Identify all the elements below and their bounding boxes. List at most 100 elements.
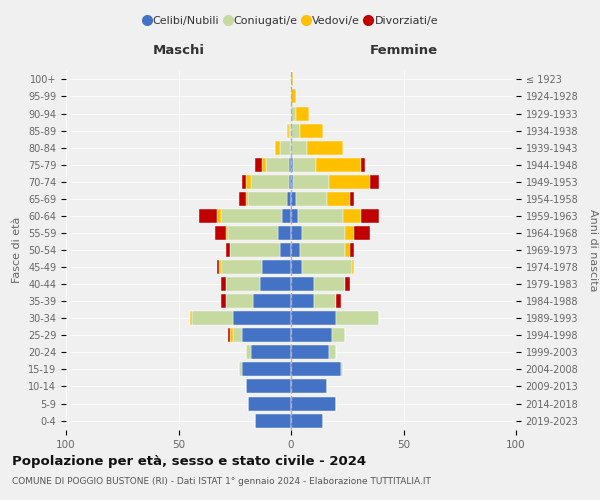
Bar	[221, 260, 262, 274]
Bar	[291, 380, 327, 394]
Bar	[291, 175, 293, 188]
Bar	[199, 209, 217, 223]
Bar	[307, 140, 343, 154]
Bar	[291, 90, 296, 104]
Bar	[192, 312, 233, 325]
Bar	[291, 312, 336, 325]
Bar	[345, 243, 349, 257]
Bar	[260, 277, 291, 291]
Bar	[262, 260, 291, 274]
Bar	[296, 106, 309, 120]
Bar	[331, 328, 345, 342]
Bar	[277, 226, 291, 240]
Bar	[302, 260, 352, 274]
Bar	[239, 192, 246, 206]
Bar	[248, 192, 287, 206]
Bar	[233, 328, 241, 342]
Bar	[241, 175, 246, 188]
Bar	[221, 209, 282, 223]
Bar	[233, 312, 291, 325]
Bar	[289, 124, 291, 138]
Bar	[251, 346, 291, 360]
Bar	[230, 243, 280, 257]
Bar	[291, 192, 296, 206]
Bar	[300, 124, 323, 138]
Bar	[370, 175, 379, 188]
Bar	[361, 209, 379, 223]
Bar	[221, 277, 226, 291]
Bar	[282, 209, 291, 223]
Text: Maschi: Maschi	[152, 44, 205, 57]
Bar	[291, 328, 331, 342]
Bar	[246, 380, 291, 394]
Bar	[341, 362, 343, 376]
Bar	[287, 124, 289, 138]
Bar	[329, 175, 370, 188]
Bar	[291, 396, 336, 410]
Bar	[289, 158, 291, 172]
Bar	[190, 312, 192, 325]
Bar	[327, 192, 349, 206]
Bar	[226, 277, 260, 291]
Bar	[291, 72, 293, 86]
Bar	[298, 209, 343, 223]
Bar	[215, 226, 226, 240]
Bar	[345, 277, 349, 291]
Bar	[217, 209, 221, 223]
Bar	[296, 192, 327, 206]
Bar	[291, 140, 307, 154]
Bar	[217, 260, 219, 274]
Bar	[361, 158, 365, 172]
Bar	[266, 158, 289, 172]
Bar	[293, 175, 329, 188]
Bar	[262, 158, 266, 172]
Bar	[293, 158, 316, 172]
Bar	[230, 328, 233, 342]
Bar	[336, 294, 341, 308]
Bar	[354, 226, 370, 240]
Bar	[291, 226, 302, 240]
Bar	[291, 277, 314, 291]
Bar	[291, 209, 298, 223]
Bar	[255, 414, 291, 428]
Bar	[221, 294, 226, 308]
Bar	[248, 396, 291, 410]
Bar	[291, 158, 293, 172]
Bar	[239, 362, 241, 376]
Bar	[246, 175, 251, 188]
Bar	[291, 362, 341, 376]
Bar	[287, 192, 291, 206]
Bar	[343, 209, 361, 223]
Bar	[349, 243, 354, 257]
Bar	[314, 294, 336, 308]
Bar	[226, 226, 228, 240]
Bar	[228, 226, 277, 240]
Legend: Celibi/Nubili, Coniugati/e, Vedovi/e, Divorziati/e: Celibi/Nubili, Coniugati/e, Vedovi/e, Di…	[139, 11, 443, 30]
Bar	[219, 260, 221, 274]
Bar	[241, 362, 291, 376]
Bar	[316, 158, 361, 172]
Bar	[253, 294, 291, 308]
Bar	[291, 106, 296, 120]
Bar	[246, 346, 251, 360]
Bar	[280, 243, 291, 257]
Y-axis label: Anni di nascita: Anni di nascita	[588, 209, 598, 291]
Bar	[246, 192, 248, 206]
Bar	[289, 175, 291, 188]
Text: Femmine: Femmine	[370, 44, 437, 57]
Bar	[226, 243, 230, 257]
Bar	[251, 175, 289, 188]
Text: COMUNE DI POGGIO BUSTONE (RI) - Dati ISTAT 1° gennaio 2024 - Elaborazione TUTTIT: COMUNE DI POGGIO BUSTONE (RI) - Dati IST…	[12, 478, 431, 486]
Bar	[336, 312, 379, 325]
Bar	[291, 346, 329, 360]
Bar	[329, 346, 336, 360]
Bar	[314, 277, 345, 291]
Bar	[302, 226, 345, 240]
Bar	[226, 294, 253, 308]
Bar	[291, 294, 314, 308]
Text: Popolazione per età, sesso e stato civile - 2024: Popolazione per età, sesso e stato civil…	[12, 455, 366, 468]
Bar	[349, 192, 354, 206]
Bar	[241, 328, 291, 342]
Bar	[300, 243, 345, 257]
Bar	[228, 328, 230, 342]
